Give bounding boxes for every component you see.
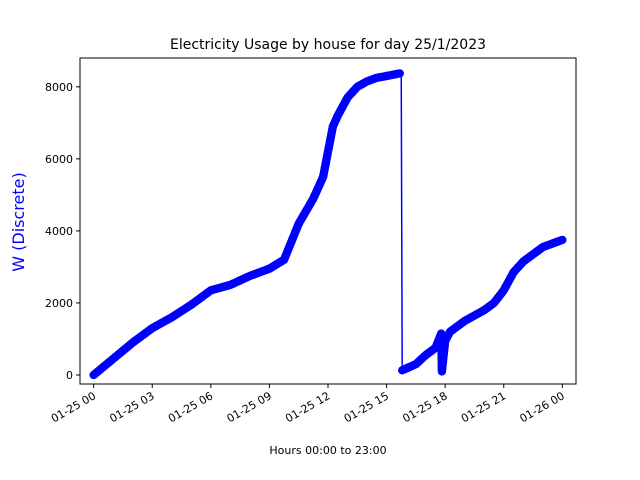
x-tick-label: 01-25 06 bbox=[166, 389, 215, 425]
axes: 0 2000 4000 6000 8000 01-25 00 01-25 03 01-25 0… bbox=[45, 57, 577, 425]
x-tick-label: 01-26 00 bbox=[517, 389, 566, 425]
x-tick-label: 01-25 09 bbox=[225, 389, 274, 425]
y-tick-label: 0 bbox=[66, 369, 73, 382]
y-axis-label: W (Discrete) bbox=[9, 172, 28, 271]
data-point bbox=[558, 235, 567, 245]
x-tick-label: 01-25 12 bbox=[283, 389, 332, 425]
y-tick-label: 2000 bbox=[45, 297, 73, 310]
plot-area bbox=[89, 69, 567, 380]
y-tick-label: 8000 bbox=[45, 81, 73, 94]
x-axis-label: Hours 00:00 to 23:00 bbox=[269, 444, 386, 457]
x-tick-label: 01-25 18 bbox=[400, 389, 449, 425]
y-tick-label: 4000 bbox=[45, 225, 73, 238]
series-line bbox=[93, 72, 563, 376]
data-point bbox=[395, 69, 404, 78]
x-tick-label: 01-25 21 bbox=[459, 389, 508, 425]
x-tick-label: 01-25 03 bbox=[107, 389, 156, 425]
x-tick-label: 01-25 15 bbox=[342, 389, 391, 425]
x-tick-label: 01-25 00 bbox=[49, 389, 98, 425]
chart-title: Electricity Usage by house for day 25/1/… bbox=[170, 37, 486, 53]
plot-frame bbox=[79, 57, 577, 385]
y-tick-label: 6000 bbox=[45, 153, 73, 166]
